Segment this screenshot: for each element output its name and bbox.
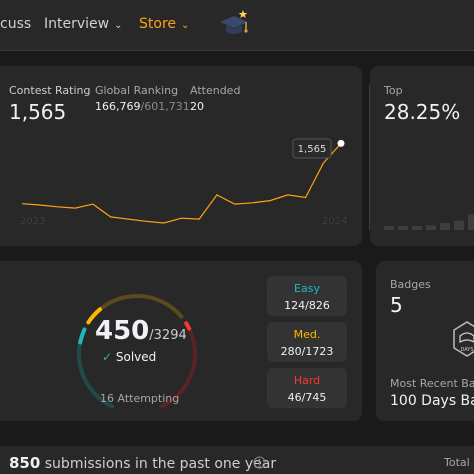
solved-label-row: ✓ Solved	[102, 350, 156, 364]
top-percentile-card	[370, 66, 474, 246]
hard-arc-track	[159, 321, 197, 409]
histogram-bar	[426, 225, 436, 230]
submissions-count: 850	[9, 454, 41, 472]
x-tick-end: 2024	[322, 216, 347, 227]
medium-stat[interactable]: Med. 280/1723	[267, 322, 347, 362]
contest-rating-label: Contest Rating	[9, 84, 91, 97]
histogram-bar	[412, 226, 422, 230]
top-nav: cuss Interview ⌄ Store ⌄	[0, 0, 474, 51]
top-label: Top	[384, 84, 403, 97]
divider	[369, 84, 370, 230]
attempting-label: 16 Attempting	[100, 392, 180, 405]
chevron-down-icon: ⌄	[181, 20, 190, 31]
ranking-value: 166,769	[95, 100, 141, 113]
badges-count: 5	[390, 293, 403, 317]
rating-tooltip[interactable]: 1,565	[292, 138, 332, 159]
hard-label: Hard	[293, 374, 321, 387]
hard-arc	[184, 321, 192, 331]
rating-line	[21, 143, 342, 224]
top-value: 28.25%	[384, 100, 461, 124]
nav-store-label: Store	[139, 16, 177, 32]
easy-value: 124/826	[284, 299, 330, 312]
histogram-bar	[398, 226, 408, 230]
contest-rating-value: 1,565	[9, 100, 67, 124]
histogram-bar	[454, 220, 464, 230]
global-ranking-value: 166,769/601,731	[95, 100, 190, 113]
nav-interview[interactable]: Interview ⌄	[44, 16, 123, 32]
solved-total: /3294	[149, 328, 187, 343]
easy-arc	[78, 327, 87, 345]
global-ranking-label: Global Ranking	[95, 84, 179, 97]
chevron-down-icon: ⌄	[114, 20, 123, 31]
info-icon[interactable]	[253, 456, 266, 469]
rating-tooltip-text: 1,565	[298, 144, 327, 155]
histogram-bar	[468, 214, 474, 230]
medium-label: Med.	[293, 328, 321, 341]
attended-label: Attended	[190, 84, 241, 97]
nav-discuss[interactable]: cuss	[0, 16, 31, 32]
check-icon: ✓	[102, 350, 113, 364]
rating-latest-point	[337, 139, 345, 147]
rating-histogram	[384, 214, 474, 230]
histogram-bar	[440, 222, 450, 230]
medium-arc	[86, 307, 103, 325]
histogram-bar	[384, 226, 394, 230]
nav-discuss-label: cuss	[0, 16, 32, 32]
rating-line-chart: 1,565 2023 2024	[20, 138, 347, 227]
hard-stat[interactable]: Hard 46/745	[267, 368, 347, 408]
badge-text: DAYS	[460, 347, 473, 353]
medium-value: 280/1723	[280, 345, 334, 358]
badges-label: Badges	[390, 278, 431, 291]
total-active-label: Total a	[444, 456, 474, 469]
graduation-cap-icon[interactable]	[218, 8, 250, 40]
solved-label: Solved	[115, 350, 157, 364]
x-tick-start: 2023	[20, 216, 45, 227]
submissions-text: submissions in the past one year	[44, 456, 277, 472]
recent-badge-label: Most Recent Badg	[390, 377, 474, 390]
attended-value: 20	[190, 100, 204, 113]
hard-value: 46/745	[287, 391, 327, 404]
submissions-bar	[0, 446, 474, 474]
solved-count: 450/3294	[95, 316, 187, 346]
easy-stat[interactable]: Easy 124/826	[267, 276, 347, 316]
solved-progress-ring	[77, 294, 197, 409]
badge-100-days-icon[interactable]: DAYS	[452, 320, 474, 360]
nav-store[interactable]: Store ⌄	[139, 16, 189, 32]
easy-label: Easy	[294, 282, 320, 295]
solved-count-value: 450	[95, 316, 150, 346]
ranking-total: /601,731	[140, 100, 190, 113]
submissions-summary: 850 submissions in the past one year	[9, 454, 276, 472]
nav-interview-label: Interview	[44, 16, 110, 32]
recent-badge-value: 100 Days Bad	[390, 393, 474, 409]
